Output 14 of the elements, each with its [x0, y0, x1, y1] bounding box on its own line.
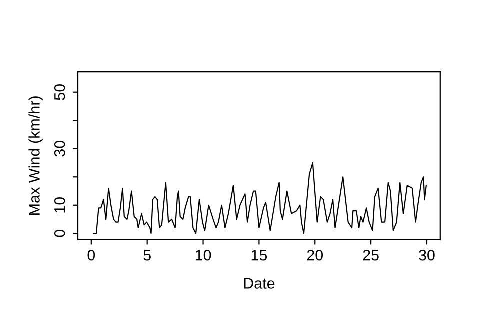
y-tick-label: 30: [54, 140, 66, 157]
y-axis-title: Max Wind (km/hr): [28, 96, 43, 215]
x-tick-label: 30: [419, 250, 435, 261]
x-tick-label: 10: [196, 250, 212, 261]
y-tick-label: 50: [54, 84, 66, 100]
x-tick-label: 15: [252, 250, 268, 261]
x-tick-label: 25: [363, 250, 379, 261]
line-series: [93, 162, 427, 234]
x-axis-title: Date: [244, 278, 275, 289]
y-tick-label: 10: [54, 197, 66, 213]
x-tick-label: 20: [307, 250, 324, 261]
x-tick-label: 5: [144, 250, 151, 261]
y-tick-label: 0: [54, 230, 66, 238]
x-tick-label: 0: [88, 250, 96, 261]
